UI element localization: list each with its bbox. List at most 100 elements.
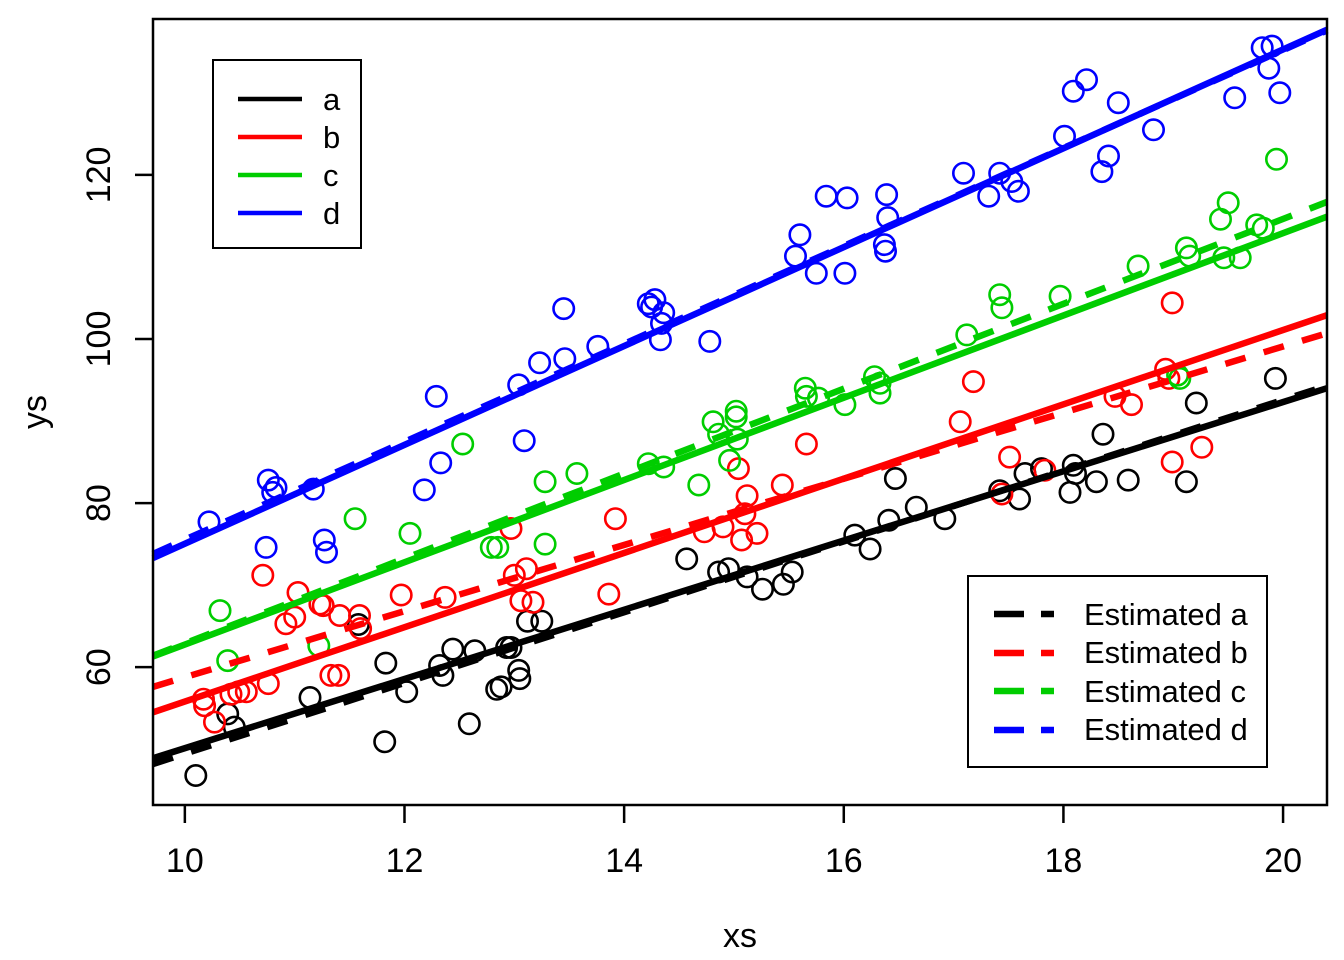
- data-point-b: [433, 585, 457, 609]
- legend-item: Estimated a: [969, 595, 1266, 634]
- axes-layer: 10 12 14 16 18 20 60 80 100 120: [80, 147, 1302, 880]
- data-point-b: [283, 605, 307, 629]
- data-point-b: [203, 710, 227, 734]
- data-point-a: [507, 658, 531, 682]
- data-point-c: [398, 521, 422, 545]
- data-point-c: [486, 535, 510, 559]
- data-point-c: [1216, 191, 1240, 215]
- dashed-line-swatch-icon: [994, 611, 1058, 618]
- data-point-b: [251, 563, 275, 587]
- data-point-a: [1174, 470, 1198, 494]
- data-point-d: [977, 184, 1001, 208]
- data-point-d: [804, 261, 828, 285]
- x-tick-label: 10: [166, 842, 204, 880]
- estimated-line-a: [152, 382, 1328, 768]
- estimated-line-b: [152, 330, 1328, 690]
- data-point-c: [724, 405, 748, 429]
- data-point-a: [1184, 391, 1208, 415]
- data-point-d: [788, 223, 812, 247]
- x-axis-title: xs: [723, 917, 757, 955]
- data-point-d: [1142, 118, 1166, 142]
- data-point-c: [479, 535, 503, 559]
- data-point-a: [1091, 422, 1115, 446]
- data-point-c: [701, 410, 725, 434]
- data-point-b: [1160, 291, 1184, 315]
- data-point-b: [319, 663, 343, 687]
- data-point-a: [441, 637, 465, 661]
- data-point-b: [603, 507, 627, 531]
- data-point-d: [951, 161, 975, 185]
- estimated-line-d: [151, 27, 1329, 557]
- data-point-d: [552, 297, 576, 321]
- data-point-d: [1106, 91, 1130, 115]
- legend-item: d: [214, 194, 360, 232]
- x-tick-label: 12: [386, 842, 424, 880]
- data-point-d: [312, 528, 336, 552]
- data-point-a: [530, 609, 554, 633]
- legend-item-label: b: [323, 119, 341, 155]
- data-point-c: [990, 296, 1014, 320]
- data-point-c: [533, 470, 557, 494]
- solid-line-swatch-icon: [238, 134, 302, 140]
- points-layer: [184, 34, 1292, 787]
- data-point-d: [314, 540, 338, 564]
- estimated-lines-layer: [151, 27, 1329, 768]
- data-point-c: [208, 599, 232, 623]
- data-point-d: [256, 468, 280, 492]
- data-point-b: [726, 457, 750, 481]
- data-point-b: [514, 557, 538, 581]
- x-tick-label: 16: [825, 842, 863, 880]
- data-point-d: [1006, 179, 1030, 203]
- data-point-c: [1265, 147, 1289, 171]
- data-point-d: [873, 239, 897, 263]
- data-point-c: [988, 283, 1012, 307]
- data-point-b: [1120, 393, 1144, 417]
- data-point-d: [698, 329, 722, 353]
- data-point-b: [770, 473, 794, 497]
- data-point-d: [833, 261, 857, 285]
- solid-line-swatch-icon: [238, 210, 302, 216]
- x-tick-label: 20: [1264, 842, 1302, 880]
- legend-item: Estimated c: [969, 672, 1266, 711]
- data-point-a: [1058, 480, 1082, 504]
- legend-item-label: Estimated b: [1084, 635, 1248, 671]
- data-point-d: [814, 184, 838, 208]
- data-point-a: [750, 577, 774, 601]
- legend-item: c: [214, 156, 360, 194]
- data-point-b: [961, 370, 985, 394]
- legend-item-label: c: [323, 157, 339, 193]
- data-point-a: [780, 560, 804, 584]
- data-point-d: [1061, 79, 1085, 103]
- data-point-d: [1090, 160, 1114, 184]
- data-point-b: [745, 521, 769, 545]
- y-tick-label: 60: [80, 648, 118, 686]
- data-point-a: [675, 547, 699, 571]
- data-point-a: [373, 730, 397, 754]
- data-point-d: [528, 351, 552, 375]
- data-point-a: [457, 712, 481, 736]
- y-tick-label: 80: [80, 484, 118, 522]
- solid-line-swatch-icon: [238, 96, 302, 102]
- x-tick-label: 14: [605, 842, 643, 880]
- data-point-b: [389, 583, 413, 607]
- data-point-a: [858, 537, 882, 561]
- data-point-b: [521, 590, 545, 614]
- data-point-a: [184, 763, 208, 787]
- legend-item-label: Estimated c: [1084, 673, 1246, 709]
- legend-estimated-lines: Estimated a Estimated b Estimated c Estimat…: [967, 575, 1268, 768]
- data-point-a: [374, 651, 398, 675]
- data-point-d: [1223, 86, 1247, 110]
- data-point-a: [883, 466, 907, 490]
- data-point-b: [502, 563, 526, 587]
- data-point-a: [508, 667, 532, 691]
- data-point-d: [412, 478, 436, 502]
- legend-item-label: a: [323, 81, 341, 117]
- data-point-b: [948, 410, 972, 434]
- legend-item-label: d: [323, 195, 341, 231]
- legend-item: Estimated d: [969, 711, 1266, 750]
- dashed-line-swatch-icon: [994, 726, 1058, 733]
- data-point-b: [735, 484, 759, 508]
- data-point-c: [724, 399, 748, 423]
- data-point-a: [489, 675, 513, 699]
- y-tick-label: 120: [80, 147, 118, 204]
